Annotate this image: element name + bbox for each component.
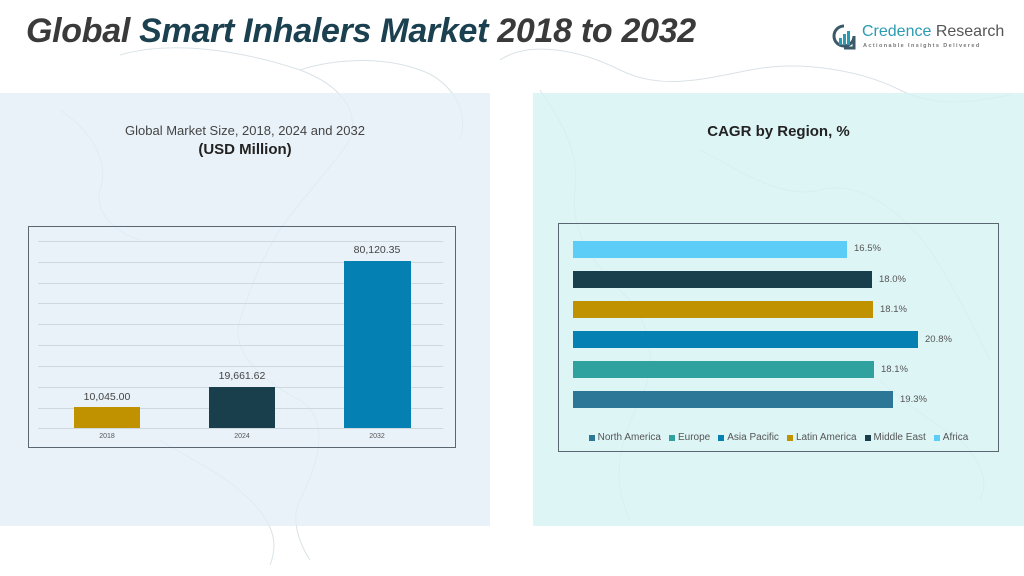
legend-swatch xyxy=(933,434,940,441)
legend-label: Africa xyxy=(942,432,969,443)
gridline-baseline xyxy=(38,428,443,429)
gridline xyxy=(38,241,443,242)
bar-africa xyxy=(573,241,847,258)
legend-swatch xyxy=(588,434,595,441)
gridline xyxy=(38,366,443,367)
logo-name: Credence Research xyxy=(862,23,1004,41)
legend-swatch xyxy=(718,434,725,441)
legend-label: Europe xyxy=(678,432,711,443)
bar-middle-east xyxy=(573,271,872,288)
cagr-legend: North America Europe Asia Pacific Latin … xyxy=(559,432,998,443)
bar-north-america xyxy=(573,391,893,408)
gridline xyxy=(38,324,443,325)
cagr-panel: CAGR by Region, % 16.5% 18.0% 18.1% 20.8… xyxy=(533,93,1024,526)
bar-value-middle-east: 18.0% xyxy=(879,274,906,285)
legend-item-middle-east: Middle East xyxy=(864,432,926,443)
legend-item-latin-america: Latin America xyxy=(786,432,857,443)
gridline xyxy=(38,283,443,284)
bar-value-2032: 80,120.35 xyxy=(353,244,401,256)
bar-2018 xyxy=(74,407,140,428)
market-size-bar-chart: 10,045.00 2018 19,661.62 2024 80,120.35 … xyxy=(28,226,456,448)
legend-item-africa: Africa xyxy=(933,432,969,443)
title-highlight: Smart Inhalers Market xyxy=(139,12,489,50)
legend-label: Latin America xyxy=(795,432,857,443)
logo-name-part1: Credence xyxy=(862,23,932,40)
bar-2032 xyxy=(344,261,411,428)
bar-value-europe: 18.1% xyxy=(881,364,908,375)
gridline xyxy=(38,345,443,346)
legend-item-europe: Europe xyxy=(669,432,710,443)
bar-value-2018: 10,045.00 xyxy=(83,391,131,403)
bar-value-north-america: 19.3% xyxy=(900,394,927,405)
bar-europe xyxy=(573,361,874,378)
x-tick-2024: 2024 xyxy=(234,433,250,440)
gridline xyxy=(38,303,443,304)
x-tick-2018: 2018 xyxy=(99,433,115,440)
bar-value-2024: 19,661.62 xyxy=(218,370,266,382)
bar-chart-circle-icon xyxy=(832,24,856,50)
title-suffix: 2018 to 2032 xyxy=(488,12,696,50)
legend-label: Middle East xyxy=(873,432,926,443)
market-size-panel: Global Market Size, 2018, 2024 and 2032 … xyxy=(0,93,490,526)
legend-swatch xyxy=(669,434,675,441)
market-size-subtitle: Global Market Size, 2018, 2024 and 2032 xyxy=(125,123,365,138)
legend-swatch xyxy=(864,434,871,441)
bar-asia-pacific xyxy=(573,331,918,348)
logo-tagline: Actionable Insights Delivered xyxy=(863,43,981,49)
bar-value-africa: 16.5% xyxy=(854,243,881,254)
legend-swatch xyxy=(786,434,793,441)
gridline xyxy=(38,262,443,263)
bar-value-latin-america: 18.1% xyxy=(880,304,907,315)
cagr-title: CAGR by Region, % xyxy=(707,123,850,140)
legend-label: North America xyxy=(597,432,661,443)
title-prefix: Global xyxy=(26,12,140,50)
legend-item-north-america: North America xyxy=(588,432,661,443)
logo-name-part2: Research xyxy=(931,23,1005,40)
legend-item-asia-pacific: Asia Pacific xyxy=(718,432,779,443)
credence-research-logo: Credence Research Actionable Insights De… xyxy=(832,22,1022,56)
bar-2024 xyxy=(209,387,275,428)
bar-value-asia-pacific: 20.8% xyxy=(925,334,952,345)
bar-latin-america xyxy=(573,301,873,318)
legend-label: Asia Pacific xyxy=(727,432,779,443)
cagr-horizontal-bar-chart: 16.5% 18.0% 18.1% 20.8% 18.1% 19.3% Nort… xyxy=(558,223,999,452)
x-tick-2032: 2032 xyxy=(369,433,385,440)
page-title: Global Smart Inhalers Market 2018 to 203… xyxy=(26,12,696,51)
market-size-unit: (USD Million) xyxy=(198,141,292,158)
